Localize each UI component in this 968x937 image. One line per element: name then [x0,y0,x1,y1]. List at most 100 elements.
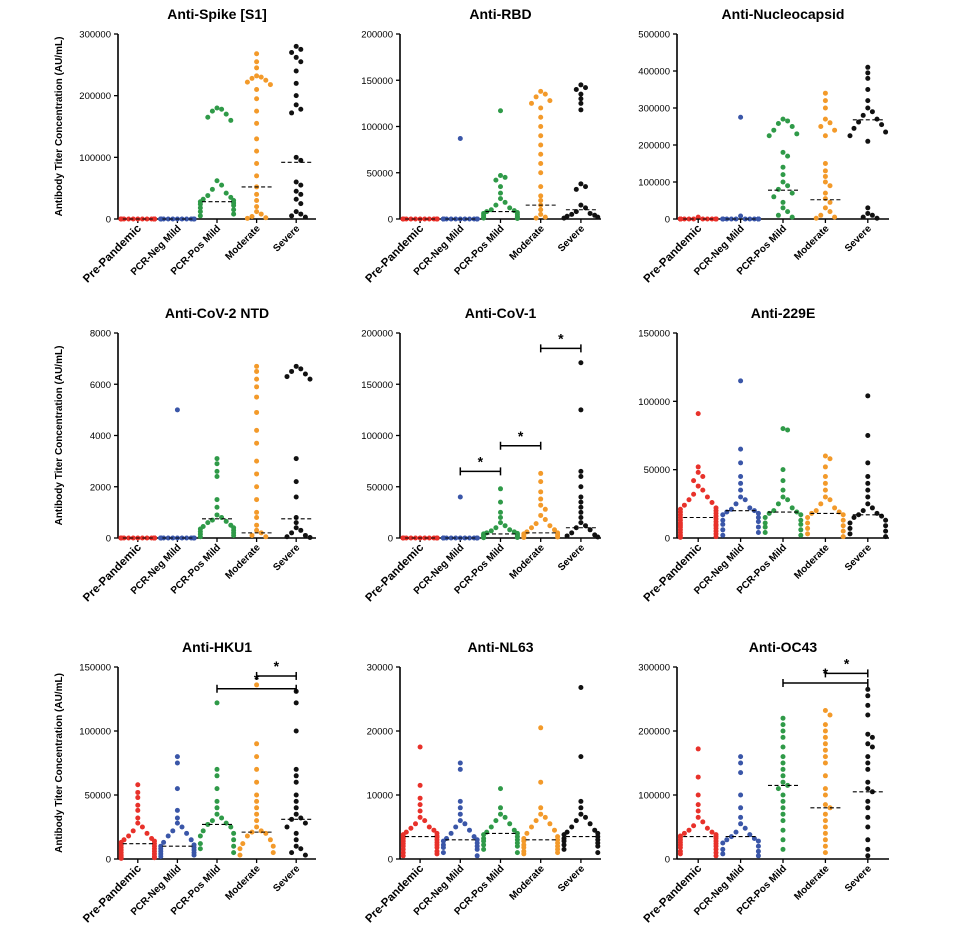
data-point [488,528,494,534]
data-point [440,844,446,850]
data-point [538,479,544,485]
data-point [254,754,260,760]
data-point [691,478,697,484]
data-point [785,118,791,124]
data-point [720,527,726,533]
data-point [254,409,260,415]
data-point [254,741,260,747]
data-point [457,766,463,772]
panel-title: Anti-OC43 [749,639,818,655]
data-point [583,523,588,529]
data-point [775,186,781,192]
data-point [538,105,544,111]
data-point [538,88,544,94]
data-point [502,174,508,180]
data-point [538,142,544,148]
data-point [822,734,828,740]
data-point [822,98,828,104]
data-point [457,805,463,811]
data-point [293,54,299,60]
data-point [822,116,828,122]
data-point [738,487,744,493]
x-tick-label: Severe [556,223,587,254]
y-tick-label: 0 [106,534,111,545]
data-point [538,811,544,817]
data-point [184,216,190,222]
chart-panel-1: Anti-Spike [S1]0100000200000300000Pre-Pa… [54,6,316,285]
data-point [135,782,141,788]
data-point [542,517,548,523]
data-point [865,754,871,760]
data-point [254,59,260,65]
data-point [514,534,520,540]
data-point [780,487,786,493]
data-point [869,212,875,218]
data-point [771,127,777,133]
data-point [822,173,828,179]
data-point [538,207,544,213]
y-tick-label: 50000 [367,482,393,493]
x-tick-label: Pre-Pandemic [642,541,705,604]
y-tick-label: 100000 [79,727,111,738]
data-point [293,837,299,843]
data-point [869,109,875,115]
data-point [755,848,761,854]
data-point [713,534,719,540]
data-point [865,766,871,772]
data-point [865,824,871,830]
data-point [538,496,544,502]
data-point [302,532,308,538]
data-point [214,773,220,779]
data-point [578,100,584,106]
data-point [161,839,167,845]
data-point [747,216,753,222]
data-point [840,534,846,540]
data-point [307,534,313,540]
data-point [498,805,503,811]
data-point [293,798,299,804]
data-point [822,179,828,185]
data-point [135,789,141,795]
data-point [298,366,304,372]
data-point [822,90,828,96]
data-point [822,773,828,779]
data-point [538,198,544,203]
data-point [263,77,269,83]
data-point [865,805,871,811]
data-point [822,474,828,479]
data-point [822,811,828,817]
data-point [408,535,414,541]
data-point [209,108,215,114]
data-point [827,120,833,126]
data-point [434,851,440,857]
data-point [197,846,203,852]
data-point [785,427,791,433]
data-point [865,731,871,737]
data-point [865,760,871,766]
data-point [209,818,215,824]
data-point [440,535,446,541]
y-axis-label: Antibody Titer Concentration (AU/mL) [54,346,65,526]
data-point [457,818,463,824]
data-point [755,524,761,530]
data-point [578,407,584,413]
data-point [822,105,828,111]
data-point [865,494,871,500]
data-point [738,754,744,760]
data-point [214,461,220,467]
data-point [709,499,715,505]
data-point [498,190,503,196]
data-point [151,216,157,222]
data-point [158,853,164,859]
data-point [502,199,508,205]
data-point [822,453,828,459]
data-point [214,798,220,804]
x-tick-label: Severe [843,863,874,894]
data-point [785,209,791,215]
data-point [686,216,692,222]
data-point [158,535,164,541]
y-tick-label: 2000 [90,482,111,493]
data-point [197,213,203,219]
data-point [832,214,838,220]
data-point [595,850,601,856]
